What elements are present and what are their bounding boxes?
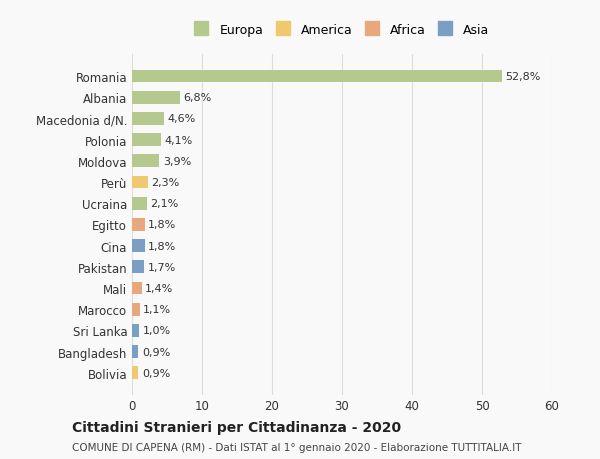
Text: 4,6%: 4,6% (168, 114, 196, 124)
Bar (132, 218, 145, 231)
Text: 1,4%: 1,4% (145, 283, 173, 293)
Bar (132, 176, 148, 189)
Text: 4,1%: 4,1% (164, 135, 193, 146)
Bar (132, 240, 145, 252)
Bar (132, 261, 144, 274)
Text: 3,9%: 3,9% (163, 157, 191, 167)
Legend: Europa, America, Africa, Asia: Europa, America, Africa, Asia (188, 17, 496, 43)
Bar (132, 325, 139, 337)
Text: Cittadini Stranieri per Cittadinanza - 2020: Cittadini Stranieri per Cittadinanza - 2… (72, 420, 401, 435)
Bar (132, 155, 160, 168)
Text: 1,8%: 1,8% (148, 241, 176, 251)
Text: 0,9%: 0,9% (142, 368, 170, 378)
Text: 2,1%: 2,1% (150, 199, 178, 209)
Text: 1,7%: 1,7% (148, 262, 176, 272)
Bar (132, 367, 139, 379)
Text: 52,8%: 52,8% (505, 72, 541, 82)
Text: 2,3%: 2,3% (152, 178, 180, 188)
Text: 0,9%: 0,9% (142, 347, 170, 357)
Bar (132, 303, 140, 316)
Text: 6,8%: 6,8% (183, 93, 211, 103)
Bar (132, 113, 164, 125)
Bar (132, 346, 139, 358)
Bar (132, 197, 146, 210)
Text: COMUNE DI CAPENA (RM) - Dati ISTAT al 1° gennaio 2020 - Elaborazione TUTTITALIA.: COMUNE DI CAPENA (RM) - Dati ISTAT al 1°… (72, 442, 521, 452)
Text: 1,8%: 1,8% (148, 220, 176, 230)
Bar (132, 92, 179, 104)
Bar (132, 134, 161, 147)
Bar (132, 282, 142, 295)
Text: 1,1%: 1,1% (143, 304, 172, 314)
Bar (132, 71, 502, 83)
Text: 1,0%: 1,0% (143, 326, 170, 336)
